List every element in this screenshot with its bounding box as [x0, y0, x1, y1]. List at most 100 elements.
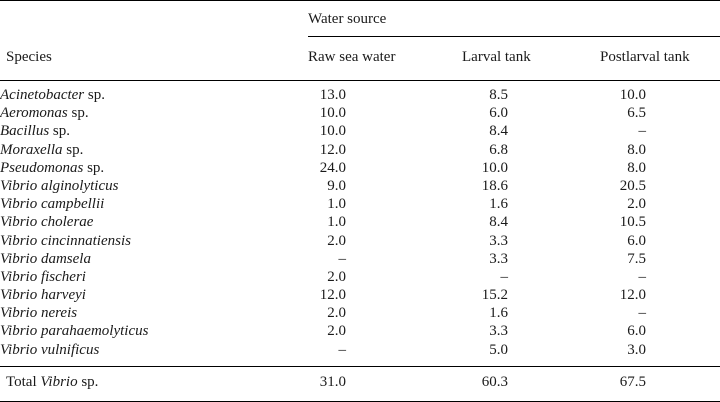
raw-value: 13.0 [319, 87, 346, 103]
larval-value: 3.3 [489, 250, 508, 267]
postlarval-value: 10.5 [619, 214, 646, 231]
postlarval-value: 8.0 [627, 141, 646, 158]
raw-sea-water-cell: 2.0 [308, 268, 462, 286]
table-row: Vibrio parahaemolyticus 2.0 3.3 6.0 [0, 322, 720, 340]
raw-sea-water-cell: 1.0 [308, 213, 462, 231]
postlarval-tank-cell: 10.5 [600, 213, 720, 231]
larval-tank-cell: 6.0 [462, 104, 600, 122]
table-row: Vibrio alginolyticus 9.0 18.6 20.5 [0, 177, 720, 195]
table-row: Aeromonas sp. 10.0 6.0 6.5 [0, 104, 720, 122]
species-suffix: sp. [67, 105, 89, 122]
species-suffix: sp. [83, 159, 105, 176]
table-row: Vibrio campbellii 1.0 1.6 2.0 [0, 195, 720, 213]
postlarval-tank-cell: 8.0 [600, 159, 720, 177]
postlarval-value: 7.5 [627, 250, 646, 267]
larval-tank-column-header: Larval tank [462, 49, 531, 65]
raw-sea-water-cell: – [308, 250, 462, 268]
species-cell: Bacillus sp. [0, 122, 308, 140]
species-name: Acinetobacter [0, 87, 85, 103]
species-cell: Vibrio nereis [0, 304, 308, 322]
raw-sea-water-cell: 12.0 [308, 141, 462, 159]
larval-tank-cell: 8.5 [462, 86, 600, 104]
larval-value: 18.6 [481, 177, 508, 194]
postlarval-value: – [638, 268, 647, 285]
species-suffix: sp. [62, 141, 84, 158]
group-header-rule [308, 36, 720, 37]
species-cell: Vibrio damsela [0, 250, 308, 268]
table-row: Moraxella sp. 12.0 6.8 8.0 [0, 141, 720, 159]
raw-value: 24.0 [319, 159, 346, 176]
raw-value: – [338, 250, 347, 267]
species-cell: Vibrio parahaemolyticus [0, 322, 308, 340]
species-cell: Vibrio cincinnatiensis [0, 232, 308, 250]
postlarval-value: 6.5 [627, 105, 646, 122]
larval-tank-cell: 6.8 [462, 141, 600, 159]
postlarval-value: 10.0 [619, 87, 646, 103]
raw-value: 2.0 [327, 232, 346, 249]
raw-value: 2.0 [327, 268, 346, 285]
raw-sea-water-cell: 24.0 [308, 159, 462, 177]
species-name: Moraxella [0, 141, 63, 158]
raw-sea-water-cell: 2.0 [308, 304, 462, 322]
species-name: Aeromonas [0, 105, 68, 122]
table-row: Vibrio damsela – 3.3 7.5 [0, 250, 720, 268]
body-rule [0, 366, 720, 367]
larval-tank-cell: 8.4 [462, 122, 600, 140]
species-name: Vibrio cincinnatiensis [0, 232, 131, 249]
raw-value: 12.0 [319, 141, 346, 158]
raw-value: 10.0 [319, 123, 346, 140]
larval-tank-cell: 15.2 [462, 286, 600, 304]
species-name: Vibrio harveyi [0, 287, 86, 304]
species-cell: Vibrio fischeri [0, 268, 308, 286]
larval-tank-cell: – [462, 268, 600, 286]
postlarval-tank-cell: 10.0 [600, 86, 720, 104]
table-row: Vibrio vulnificus – 5.0 3.0 [0, 341, 720, 359]
larval-tank-cell: 1.6 [462, 304, 600, 322]
larval-value: 6.8 [489, 141, 508, 158]
postlarval-tank-cell: – [600, 268, 720, 286]
postlarval-value: 12.0 [619, 287, 646, 304]
species-name: Vibrio vulnificus [0, 341, 100, 358]
table-row: Acinetobacter sp. 13.0 8.5 10.0 [0, 86, 720, 104]
raw-sea-water-cell: 13.0 [308, 86, 462, 104]
species-cell: Vibrio campbellii [0, 195, 308, 213]
total-postlarval-cell: 67.5 [619, 374, 646, 390]
species-cell: Vibrio alginolyticus [0, 177, 308, 195]
species-suffix: sp. [49, 123, 71, 140]
raw-sea-water-cell: 12.0 [308, 286, 462, 304]
species-cell: Aeromonas sp. [0, 104, 308, 122]
larval-value: 1.6 [489, 196, 508, 213]
larval-tank-cell: 8.4 [462, 213, 600, 231]
species-cell: Pseudomonas sp. [0, 159, 308, 177]
species-name: Vibrio nereis [0, 305, 78, 322]
raw-sea-water-cell: 9.0 [308, 177, 462, 195]
table-row: Vibrio harveyi 12.0 15.2 12.0 [0, 286, 720, 304]
species-cell: Vibrio cholerae [0, 213, 308, 231]
postlarval-value: 2.0 [627, 196, 646, 213]
postlarval-value: 3.0 [627, 341, 646, 358]
larval-value: – [500, 268, 509, 285]
larval-tank-cell: 1.6 [462, 195, 600, 213]
postlarval-tank-cell: – [600, 122, 720, 140]
postlarval-tank-cell: 20.5 [600, 177, 720, 195]
raw-sea-water-cell: 10.0 [308, 122, 462, 140]
raw-sea-water-cell: 10.0 [308, 104, 462, 122]
species-name: Bacillus [0, 123, 50, 140]
table-row: Pseudomonas sp. 24.0 10.0 8.0 [0, 159, 720, 177]
raw-value: – [338, 341, 347, 358]
larval-tank-cell: 5.0 [462, 341, 600, 359]
total-raw-cell: 31.0 [319, 374, 346, 390]
larval-value: 1.6 [489, 305, 508, 322]
species-cell: Acinetobacter sp. [0, 86, 308, 104]
table-body: Acinetobacter sp. 13.0 8.5 10.0 Aeromonas sp… [0, 86, 720, 359]
postlarval-tank-cell: 8.0 [600, 141, 720, 159]
raw-value: 12.0 [319, 287, 346, 304]
raw-value: 1.0 [327, 196, 346, 213]
species-cell: Moraxella sp. [0, 141, 308, 159]
species-column-header: Species [6, 49, 52, 65]
species-name: Vibrio alginolyticus [0, 177, 119, 194]
larval-value: 8.5 [489, 87, 508, 103]
postlarval-tank-cell: 2.0 [600, 195, 720, 213]
postlarval-tank-cell: 6.0 [600, 322, 720, 340]
